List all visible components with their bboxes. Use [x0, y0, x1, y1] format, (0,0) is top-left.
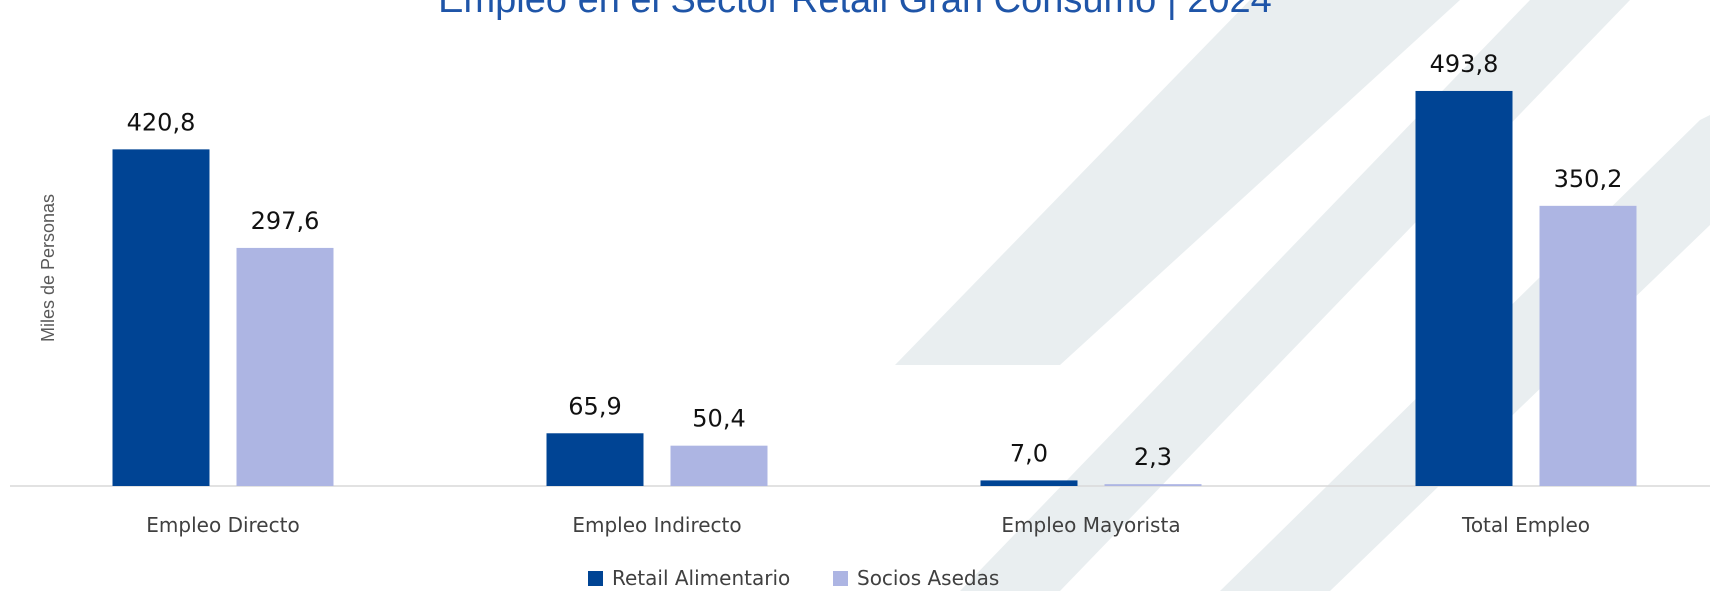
value-label-socios-asedas-empleo-directo: 297,6 — [251, 207, 320, 235]
chart-title: Empleo en el Sector Retail Gran Consumo … — [438, 0, 1272, 21]
legend-label-retail-alimentario: Retail Alimentario — [612, 566, 790, 590]
bar-socios-asedas-total-empleo — [1539, 205, 1637, 486]
value-labels: 420,8 65,9 7,0 493,8 297,6 50,4 2,3 350,2 — [127, 50, 1623, 471]
bar-retail-alimentario-empleo-indirecto — [546, 433, 644, 486]
value-label-socios-asedas-empleo-indirecto: 50,4 — [692, 405, 745, 433]
bar-retail-alimentario-empleo-mayorista — [980, 480, 1078, 486]
category-label-empleo-indirecto: Empleo Indirecto — [572, 513, 741, 537]
bar-retail-alimentario-empleo-directo — [112, 149, 210, 487]
legend-swatch-socios-asedas — [833, 571, 848, 586]
bars — [112, 90, 1637, 487]
bar-socios-asedas-empleo-mayorista — [1104, 484, 1202, 486]
bar-retail-alimentario-total-empleo — [1415, 90, 1513, 487]
value-label-retail-alimentario-empleo-directo: 420,8 — [127, 108, 196, 136]
value-label-socios-asedas-total-empleo: 350,2 — [1554, 165, 1623, 193]
value-label-retail-alimentario-empleo-mayorista: 7,0 — [1010, 439, 1048, 467]
background-stripe — [895, 0, 1460, 365]
y-axis-label: Miles de Personas — [38, 194, 58, 342]
category-label-empleo-directo: Empleo Directo — [146, 513, 299, 537]
bar-socios-asedas-empleo-indirecto — [670, 445, 768, 486]
category-labels: Empleo Directo Empleo Indirecto Empleo May… — [146, 513, 1590, 537]
legend-swatch-retail-alimentario — [588, 571, 603, 586]
bar-socios-asedas-empleo-directo — [236, 247, 334, 486]
value-label-retail-alimentario-empleo-indirecto: 65,9 — [568, 392, 621, 420]
legend: Retail Alimentario Socios Asedas — [588, 566, 999, 590]
legend-label-socios-asedas: Socios Asedas — [857, 566, 999, 590]
value-label-socios-asedas-empleo-mayorista: 2,3 — [1134, 443, 1172, 471]
value-label-retail-alimentario-total-empleo: 493,8 — [1430, 50, 1499, 78]
category-label-total-empleo: Total Empleo — [1461, 513, 1590, 537]
category-label-empleo-mayorista: Empleo Mayorista — [1001, 513, 1180, 537]
